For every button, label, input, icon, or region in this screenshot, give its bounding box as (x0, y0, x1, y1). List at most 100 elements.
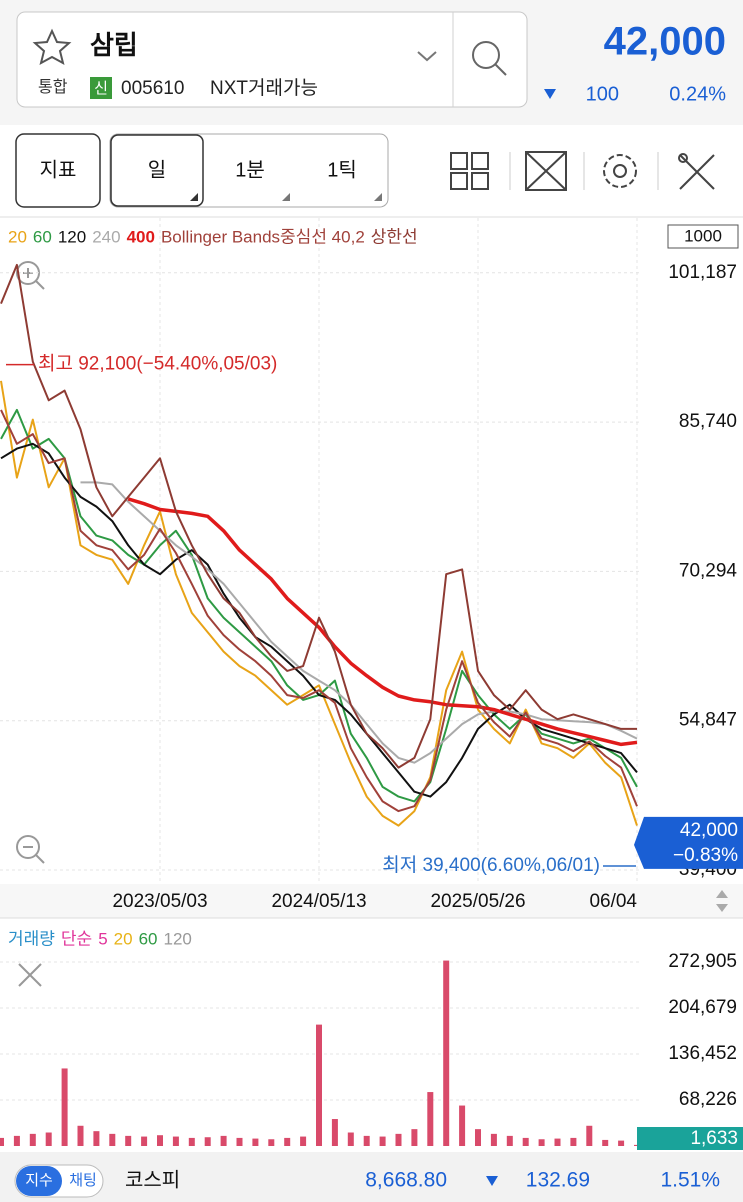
volume-bar (125, 1135, 132, 1146)
indicator-label: 지표 (40, 158, 77, 181)
layout-icon[interactable] (450, 152, 489, 190)
stock-tag: NXT거래가능 (210, 77, 318, 99)
search-icon[interactable] (472, 41, 500, 69)
legend-item: 20 (114, 929, 133, 948)
corner-mark (190, 193, 198, 201)
legend-item: 5 (98, 929, 107, 948)
series-line (0, 409, 638, 813)
price-change: 100 (586, 83, 619, 105)
volume-bar (618, 1140, 625, 1146)
annotation: 최저 39,400(6.60%,06/01) (382, 854, 600, 876)
x-tick-label: 2024/05/13 (271, 891, 366, 912)
period-button[interactable]: 1틱 (327, 158, 357, 181)
dropdown-chevron[interactable] (417, 51, 437, 62)
volume-bar (554, 1138, 561, 1146)
volume-bar (300, 1136, 307, 1146)
x-tick-label: 06/04 (589, 891, 637, 912)
series-line (127, 497, 638, 747)
series-line (80, 481, 638, 764)
y-tick-label: 70,294 (679, 560, 738, 581)
volume-bar (347, 1132, 354, 1146)
period-selected[interactable] (110, 134, 204, 207)
settings-icon[interactable] (603, 154, 637, 188)
count-box[interactable] (667, 224, 739, 249)
y-tick-label: 68,226 (679, 1089, 737, 1110)
annotation: 최고 92,100(−54.40%,05/03) (38, 353, 277, 375)
volume-bar (443, 960, 450, 1146)
badge-bg (90, 77, 112, 99)
index-name: 코스피 (125, 1168, 180, 1191)
volume-bar (284, 1137, 291, 1146)
legend-item: 400 (127, 227, 155, 246)
chip[interactable]: 지수 (25, 1172, 53, 1189)
count-value: 1000 (684, 226, 722, 245)
volume-plot (0, 960, 640, 1146)
stock-name: 삼립 (90, 30, 138, 60)
volume-bar (61, 1068, 68, 1146)
volume-bar (141, 1136, 148, 1146)
down-arrow (544, 89, 556, 99)
index-change: 132.69 (526, 1169, 590, 1192)
volume-bar (570, 1137, 577, 1146)
volume-bar (29, 1133, 36, 1146)
y-tick-label: 101,187 (668, 262, 737, 283)
search-card[interactable] (16, 11, 528, 108)
volume-bar (172, 1136, 179, 1146)
plot (0, 263, 638, 827)
volume-bar (252, 1138, 259, 1146)
volume-bar (45, 1132, 52, 1146)
down-arrow (486, 1176, 498, 1186)
legend-item: 상한선 (371, 227, 418, 246)
volume-bar (506, 1135, 513, 1146)
badge: 신 (94, 80, 108, 97)
indicator-button[interactable] (15, 133, 101, 208)
volume-bar (268, 1139, 275, 1146)
legend-item: 20 (8, 227, 27, 246)
market-label: 통합 (38, 78, 68, 96)
y-tick-label: 272,905 (668, 951, 737, 972)
volume-bar (204, 1137, 211, 1146)
volume-bar (188, 1137, 195, 1146)
y-tick-label: 54,847 (679, 710, 737, 731)
period-button[interactable]: 일 (148, 158, 166, 181)
legend-item: 120 (58, 227, 86, 246)
tools-icon[interactable] (678, 153, 715, 190)
volume-bar (379, 1136, 386, 1146)
y-tick-label: 85,740 (679, 411, 737, 432)
x-tick-label: 2023/05/03 (112, 891, 207, 912)
legend-item: 단순 (61, 929, 92, 948)
volume-bar (522, 1137, 529, 1146)
zoom-out-icon[interactable] (16, 835, 45, 864)
favorite-star[interactable] (32, 28, 72, 65)
chip-selected[interactable] (16, 1166, 62, 1196)
chip[interactable]: 채팅 (69, 1172, 97, 1189)
volume-bar (411, 1129, 418, 1146)
price-tag-label: 42,000 (680, 820, 738, 841)
volume-bar (109, 1133, 116, 1146)
close-icon[interactable] (18, 963, 42, 987)
volume-bar (602, 1139, 609, 1146)
legend-item: 60 (33, 227, 52, 246)
volume-bar (363, 1135, 370, 1146)
volume-bar (586, 1125, 593, 1146)
current-price: 42,000 (604, 20, 726, 64)
y-tick-label: 204,679 (668, 997, 737, 1018)
series-line (0, 263, 637, 769)
scroll-icon[interactable] (716, 890, 728, 898)
volume-bar (427, 1092, 434, 1146)
volume-bar (475, 1129, 481, 1146)
legend-item: 240 (92, 227, 120, 246)
index-rate: 1.51% (660, 1169, 720, 1192)
fullscreen-icon[interactable] (525, 151, 567, 191)
legend-item: Bollinger Bands중심선 40,2 (161, 227, 365, 246)
corner-mark (282, 193, 290, 201)
volume-bar (490, 1133, 497, 1146)
search-icon (494, 63, 507, 76)
volume-bar (395, 1133, 402, 1146)
period-button[interactable]: 1분 (235, 159, 265, 181)
corner-mark (374, 193, 382, 201)
price-tag-rate: −0.83% (673, 845, 738, 866)
price-tag (634, 816, 743, 869)
volume-bar (93, 1131, 100, 1146)
